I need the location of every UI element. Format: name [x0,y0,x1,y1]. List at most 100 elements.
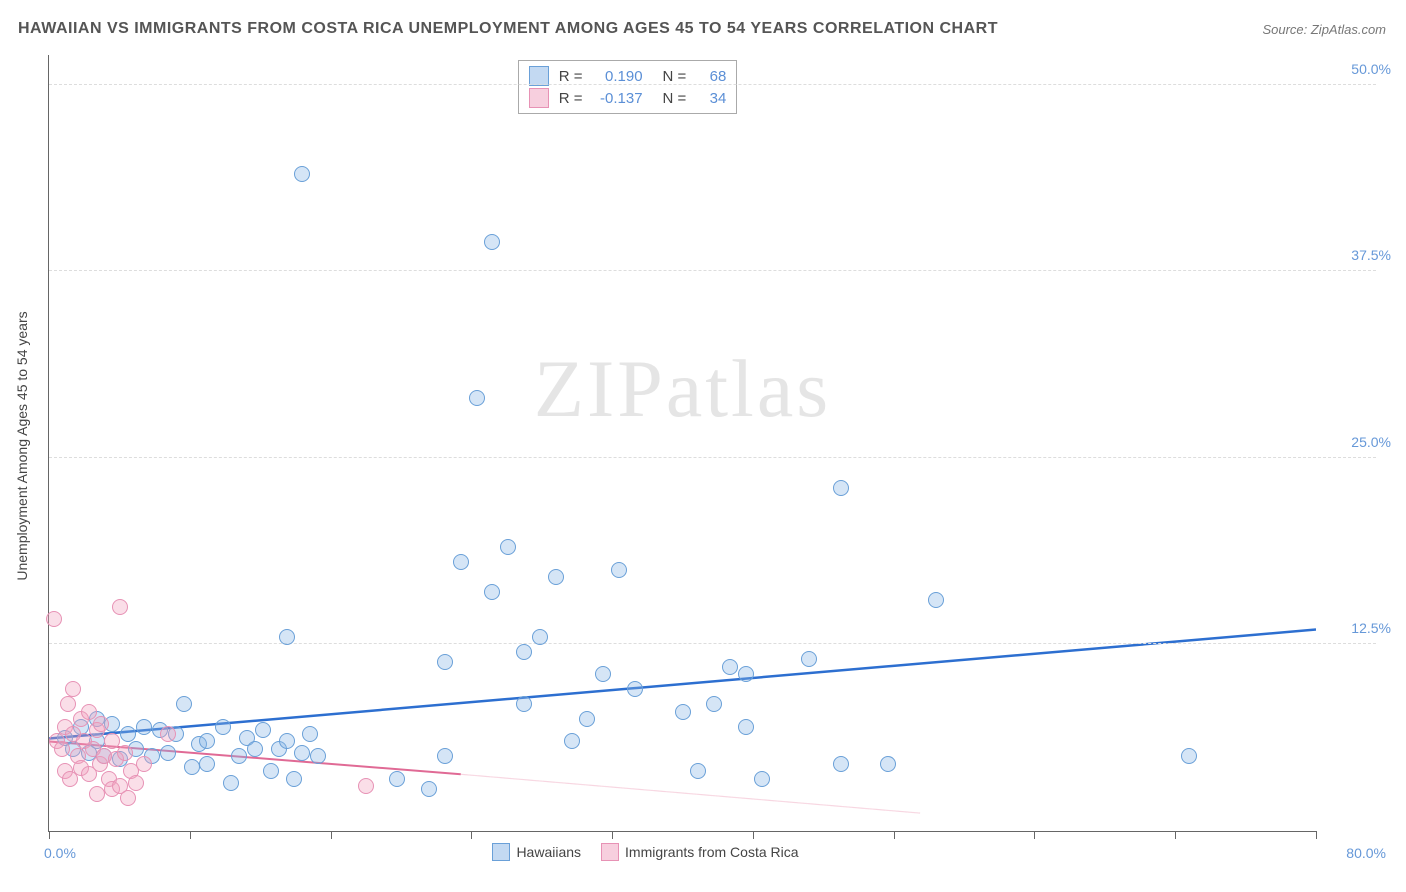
data-point [223,775,239,791]
data-point [516,696,532,712]
data-point [199,733,215,749]
legend: Hawaiians Immigrants from Costa Rica [492,843,798,861]
data-point [302,726,318,742]
r-label: R = [559,68,583,85]
x-tick [331,831,332,839]
data-point [136,719,152,735]
data-point [120,790,136,806]
plot-area: ZIPatlas R =0.190N =68R =-0.137N =34 0.0… [48,55,1316,832]
data-point [247,741,263,757]
x-tick [471,831,472,839]
r-label: R = [559,90,583,107]
data-point [112,599,128,615]
data-point [738,666,754,682]
n-label: N = [663,90,687,107]
x-axis-min-label: 0.0% [44,845,76,861]
watermark: ZIPatlas [534,342,831,436]
data-point [104,733,120,749]
data-point [722,659,738,675]
data-point [231,748,247,764]
n-label: N = [663,68,687,85]
data-point [437,748,453,764]
x-axis-max-label: 80.0% [1346,845,1386,861]
r-value: -0.137 [593,90,643,107]
data-point [500,539,516,555]
data-point [263,763,279,779]
data-point [286,771,302,787]
data-point [117,745,133,761]
r-value: 0.190 [593,68,643,85]
data-point [279,733,295,749]
x-tick [612,831,613,839]
series-swatch [529,88,549,108]
data-point [738,719,754,735]
data-point [60,696,76,712]
data-point [65,681,81,697]
y-axis-label: Unemployment Among Ages 45 to 54 years [14,311,30,580]
data-point [675,704,691,720]
data-point [833,480,849,496]
n-value: 68 [696,68,726,85]
data-point [294,166,310,182]
n-value: 34 [696,90,726,107]
data-point [611,562,627,578]
data-point [516,644,532,660]
data-point [564,733,580,749]
data-point [176,696,192,712]
data-point [199,756,215,772]
data-point [754,771,770,787]
x-tick [1316,831,1317,839]
data-point [184,759,200,775]
legend-swatch [492,843,510,861]
legend-swatch [601,843,619,861]
data-point [294,745,310,761]
data-point [1181,748,1197,764]
source-label: Source: ZipAtlas.com [1262,22,1386,37]
data-point [54,741,70,757]
data-point [437,654,453,670]
stats-box: R = 0.190 N = 68 R = -0.137 N = 34 [518,60,738,114]
data-point [421,781,437,797]
gridline [49,84,1376,85]
gridline [49,643,1376,644]
data-point [89,786,105,802]
data-point [595,666,611,682]
legend-label: Immigrants from Costa Rica [625,844,798,860]
data-point [215,719,231,735]
legend-item: Immigrants from Costa Rica [601,843,798,861]
data-point [627,681,643,697]
y-tick-label: 25.0% [1351,434,1391,450]
data-point [928,592,944,608]
data-point [801,651,817,667]
x-tick [753,831,754,839]
data-point [136,756,152,772]
stats-row: R = -0.137 N = 34 [529,87,727,109]
gridline [49,457,1376,458]
data-point [160,745,176,761]
data-point [358,778,374,794]
data-point [389,771,405,787]
data-point [484,234,500,250]
legend-label: Hawaiians [516,844,581,860]
data-point [833,756,849,772]
data-point [120,726,136,742]
data-point [706,696,722,712]
x-tick [1034,831,1035,839]
data-point [279,629,295,645]
data-point [93,716,109,732]
data-point [160,726,176,742]
data-point [469,390,485,406]
data-point [255,722,271,738]
data-point [579,711,595,727]
legend-item: Hawaiians [492,843,581,861]
data-point [484,584,500,600]
chart-title: HAWAIIAN VS IMMIGRANTS FROM COSTA RICA U… [18,20,998,38]
x-tick [894,831,895,839]
chart-container: HAWAIIAN VS IMMIGRANTS FROM COSTA RICA U… [0,0,1406,892]
data-point [880,756,896,772]
y-tick-label: 37.5% [1351,247,1391,263]
data-point [548,569,564,585]
data-point [690,763,706,779]
data-point [128,775,144,791]
y-tick-label: 50.0% [1351,61,1391,77]
